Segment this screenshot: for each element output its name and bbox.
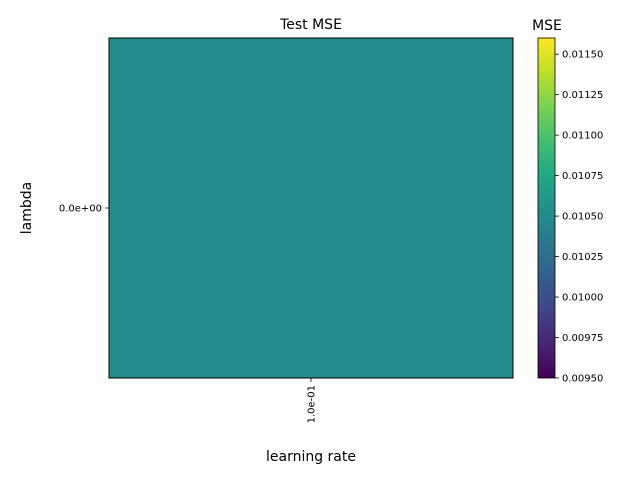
y-axis-label: lambda xyxy=(19,182,35,234)
colorbar-tick-label: 0.01025 xyxy=(562,252,603,263)
colorbar-label: MSE xyxy=(532,18,562,34)
colorbar-tick-label: 0.01100 xyxy=(562,131,603,142)
colorbar-tick-label: 0.00950 xyxy=(562,374,603,385)
x-axis-label: learning rate xyxy=(266,449,356,465)
colorbar-tick-label: 0.01075 xyxy=(562,171,603,182)
colorbar-tick-label: 0.01000 xyxy=(562,293,603,304)
y-axis-ticks: 0.0e+00 xyxy=(59,204,109,215)
x-axis-ticks: 1.0e-01 xyxy=(307,378,318,423)
heatmap-cells xyxy=(109,38,513,378)
colorbar-tick-label: 0.01050 xyxy=(562,212,603,223)
heatmap-cell xyxy=(109,38,513,378)
y-tick-label: 0.0e+00 xyxy=(59,204,102,215)
colorbar xyxy=(537,37,556,379)
x-tick-label: 1.0e-01 xyxy=(307,385,318,423)
colorbar-tick-label: 0.00975 xyxy=(562,333,603,344)
colorbar-tick-label: 0.01150 xyxy=(562,50,603,61)
chart-title: Test MSE xyxy=(279,17,342,33)
colorbar-tick-label: 0.01125 xyxy=(562,90,603,101)
colorbar-ticks: 0.00950 0.00975 0.01000 0.01025 0.01050 0.010… xyxy=(555,50,603,385)
